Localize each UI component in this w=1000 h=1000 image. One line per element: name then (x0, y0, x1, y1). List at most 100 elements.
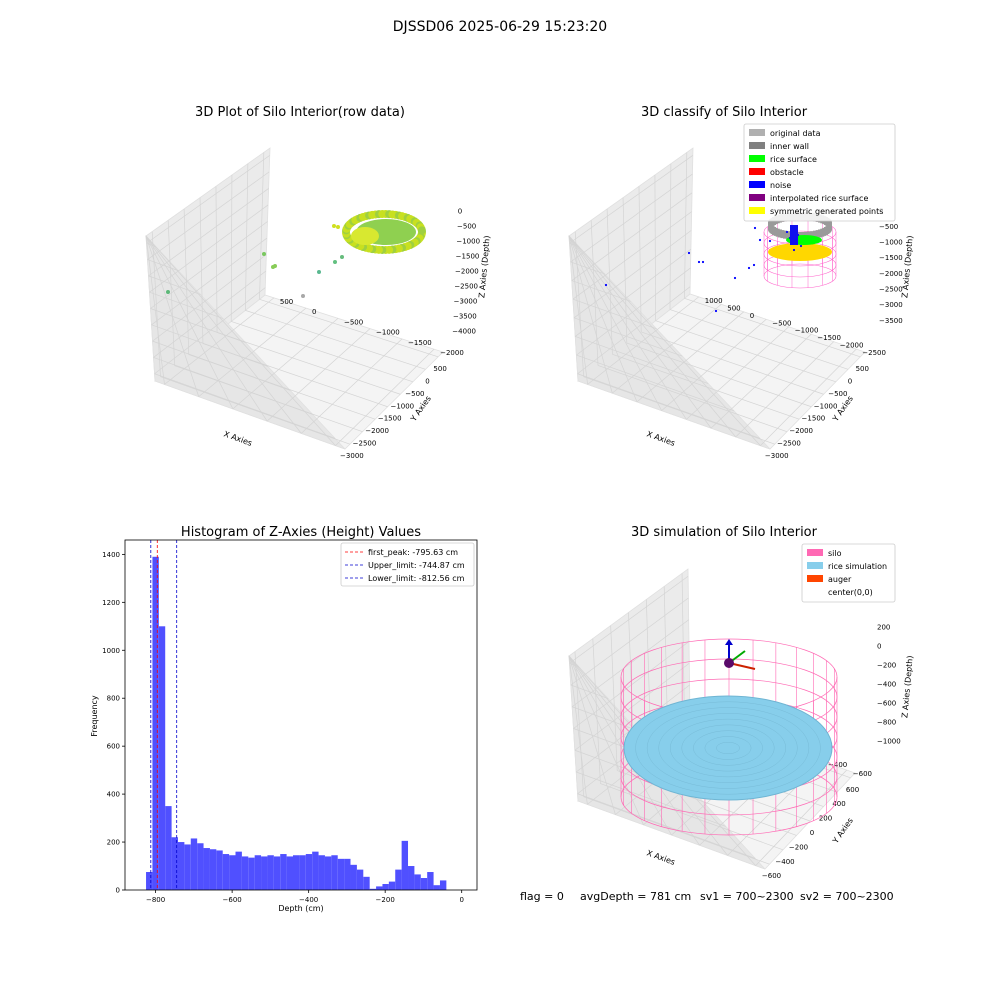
x-gridline (612, 353, 800, 420)
z-gridline (151, 324, 269, 367)
y-tick-label: 200 (107, 839, 120, 847)
histogram-bar (382, 884, 389, 890)
z-tick-label: −400 (877, 681, 896, 689)
histogram-bar (312, 851, 319, 890)
x-gridline (626, 342, 812, 408)
outlier-point (317, 270, 321, 274)
noise-point (687, 251, 691, 255)
sv2-text: sv2 = 700~2300 (800, 890, 894, 903)
z-gridline (148, 188, 269, 277)
legend-label: Lower_limit: -812.56 cm (368, 574, 465, 583)
histogram-bar (369, 888, 377, 890)
histogram-bar (216, 850, 223, 890)
y-tick-label: −400 (828, 761, 847, 769)
histogram-bar (299, 855, 306, 890)
z-gridline (151, 237, 268, 326)
z-gridline (576, 267, 691, 356)
z-tick-label: −2000 (879, 270, 903, 278)
y-tick-label: 500 (727, 304, 740, 312)
histogram-bar (209, 849, 217, 890)
z-gridline (154, 373, 336, 439)
z-gridline (577, 373, 761, 439)
z-gridline (153, 270, 267, 358)
z-tick-label: 0 (877, 642, 881, 650)
outlier-point (301, 294, 305, 298)
rice-surface-points (342, 210, 426, 254)
z-gridline (573, 230, 692, 319)
x-gridline (622, 197, 628, 344)
x-tick-label: −600 (223, 896, 242, 904)
z-gridline (569, 242, 580, 247)
legend-label: inner wall (770, 142, 809, 151)
figure-title: DJSSD06 2025-06-29 15:23:20 (393, 19, 607, 35)
x-tick-label: −500 (828, 390, 847, 398)
x-gridline (669, 163, 672, 310)
outlier-point (336, 225, 340, 229)
x-tick-label: −2500 (353, 440, 377, 448)
y-tick-label: −500 (772, 319, 791, 327)
x-tick-label: 500 (856, 365, 869, 373)
noise-point (752, 263, 756, 267)
y-gridline (568, 235, 638, 403)
z-gridline (575, 248, 692, 337)
x-gridline (583, 376, 775, 445)
y-gridline (568, 235, 761, 446)
z-gridline (154, 287, 266, 375)
z-tick-label: −1000 (877, 738, 901, 746)
rice-texture-ring (693, 730, 763, 766)
panel-title: 3D simulation of Silo Interior (631, 525, 818, 540)
x-gridline (216, 332, 401, 395)
x-gridline (245, 310, 426, 370)
z-gridline (570, 597, 689, 686)
legend-label: obstacle (770, 168, 804, 177)
z-gridline (577, 793, 756, 859)
x-tick-label: 0 (425, 377, 429, 385)
y-tick-label: −500 (344, 318, 363, 326)
x-gridline (606, 208, 613, 355)
noise-point (785, 230, 789, 234)
x-tick-label: 0 (848, 377, 852, 385)
noise-point (758, 238, 762, 242)
y-axis-label: Frequency (90, 695, 99, 737)
histogram-bar (318, 855, 325, 890)
legend-label: rice surface (770, 155, 817, 164)
histogram-bar (152, 556, 159, 890)
x-tick-label: 200 (819, 815, 832, 823)
histogram-bar (197, 843, 204, 890)
histogram-bar (420, 878, 428, 890)
inner-wall-point (810, 231, 815, 240)
histogram-bar (280, 854, 287, 890)
z-tick-label: −3500 (879, 317, 903, 325)
rice-texture-ring (716, 741, 740, 755)
histogram-bar (158, 626, 166, 890)
histogram-bar (433, 885, 440, 890)
y-tick-label: 1200 (102, 599, 120, 607)
inner-wall-point (783, 230, 787, 239)
x-gridline (160, 376, 351, 445)
y-gridline (612, 304, 722, 394)
histogram-bar (305, 854, 313, 890)
y-tick-label: 500 (280, 298, 293, 306)
y-tick-label: −2500 (862, 349, 886, 357)
y-tick-label: −1000 (795, 327, 819, 335)
x-axis-label: Depth (cm) (278, 904, 323, 913)
x-gridline (669, 309, 849, 370)
z-gridline (150, 308, 246, 343)
z-tick-label: −800 (877, 719, 896, 727)
y-tick-label: 1000 (705, 297, 723, 305)
histogram-bar (241, 856, 249, 890)
histogram-bar (190, 838, 198, 890)
x-tick-label: −600 (762, 872, 781, 880)
legend-swatch (749, 207, 765, 214)
legend-swatch (749, 129, 765, 136)
z-gridline (149, 204, 269, 293)
histogram-bar (261, 856, 268, 890)
z-gridline (576, 771, 726, 827)
x-gridline (590, 220, 599, 366)
x-gridline (638, 186, 642, 332)
y-tick-label: 600 (107, 743, 120, 751)
y-gridline (568, 235, 613, 394)
legend-swatch (807, 562, 823, 569)
x-tick-label: −1500 (378, 415, 402, 423)
